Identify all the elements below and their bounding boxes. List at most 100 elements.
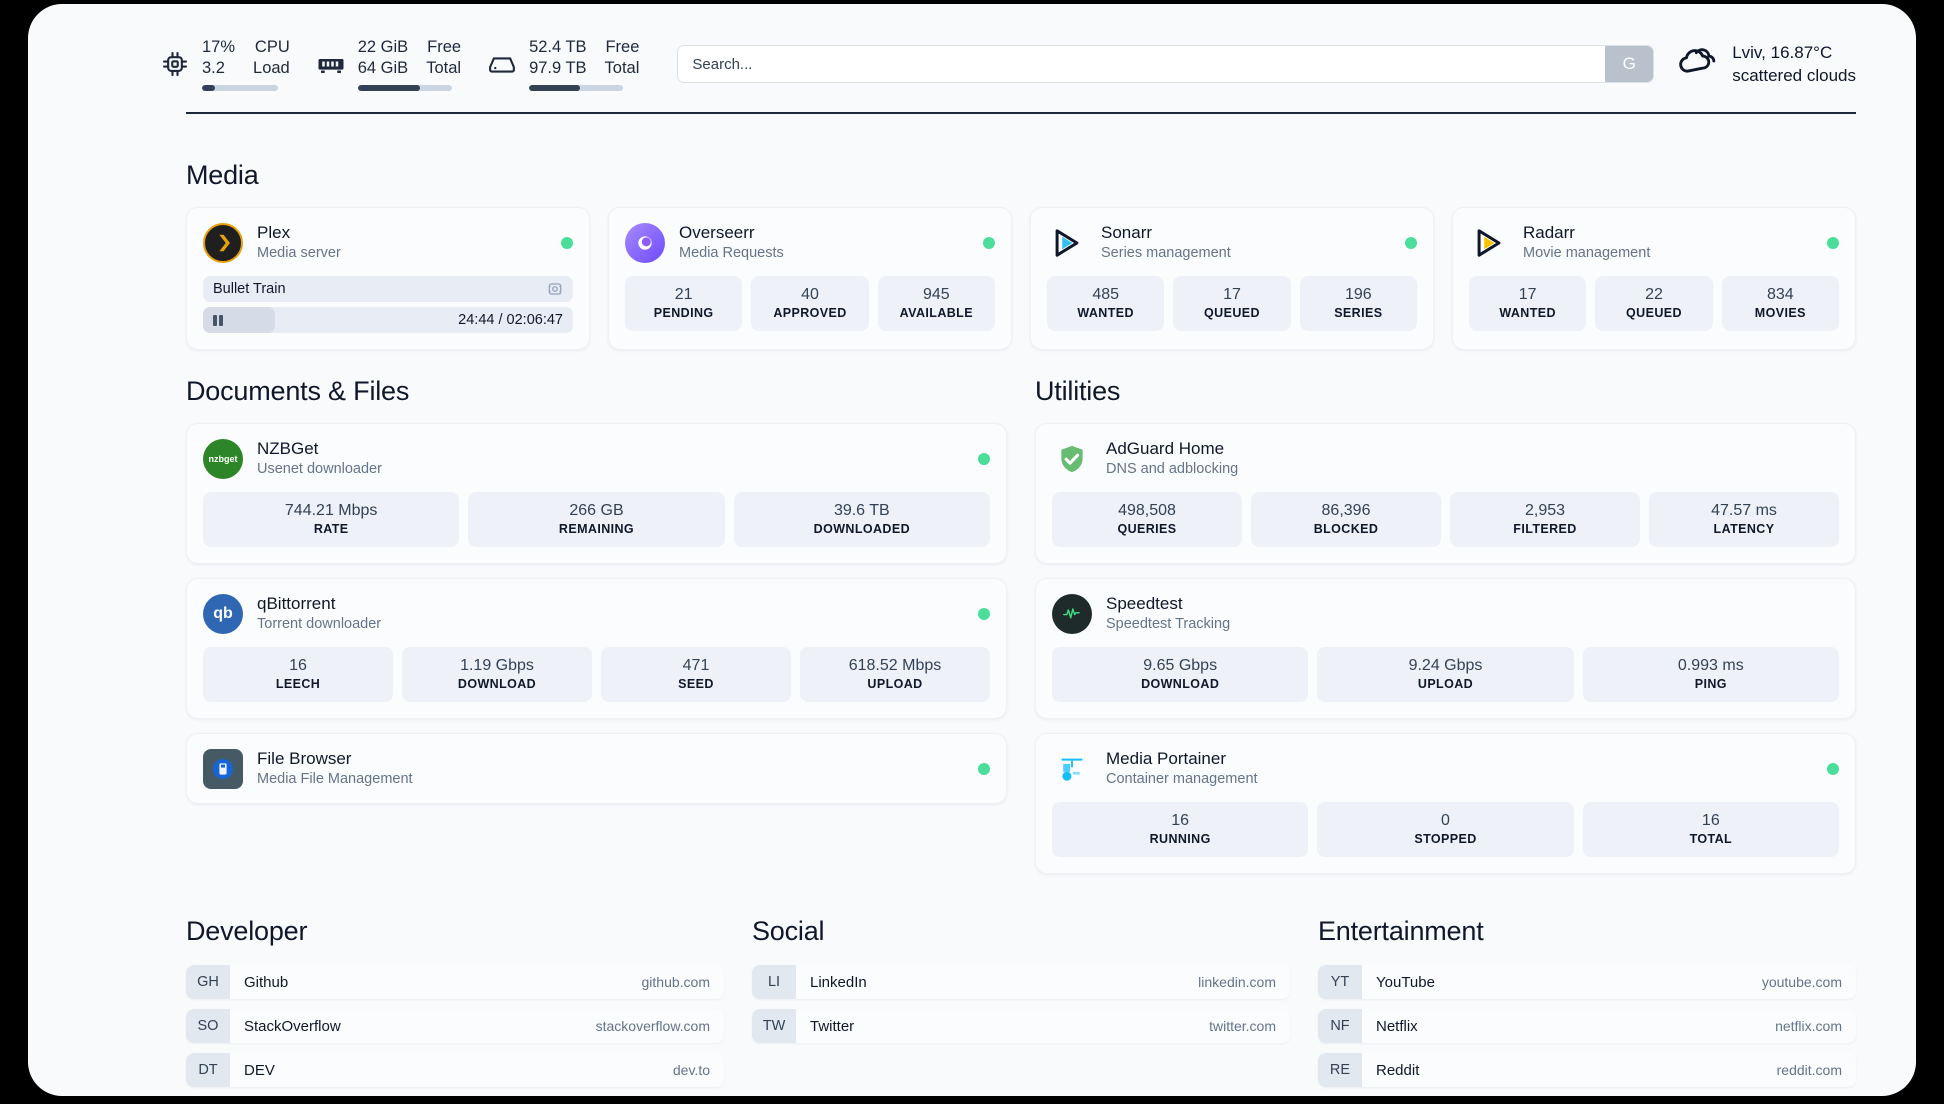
disk-resource-widget: 52.4 TB 97.9 TB Free Total <box>487 37 639 91</box>
service-card-speedtest[interactable]: Speedtest Speedtest Tracking 9.65 Gbps D… <box>1035 578 1856 719</box>
stat-total: 16 TOTAL <box>1582 802 1839 857</box>
stat-label: FILTERED <box>1513 522 1577 536</box>
service-card-filebrowser[interactable]: File Browser Media File Management <box>186 733 1007 804</box>
plex-progress-bar[interactable]: 24:44 / 02:06:47 <box>203 307 573 333</box>
bookmark-dev[interactable]: DT DEV dev.to <box>186 1053 724 1087</box>
plex-now-playing-row[interactable]: Bullet Train <box>203 276 573 302</box>
stat-queries: 498,508 QUERIES <box>1052 492 1242 547</box>
weather-location-temp: Lviv, 16.87°C <box>1732 43 1833 62</box>
bookmark-name: LinkedIn <box>810 973 867 991</box>
service-card-radarr[interactable]: Radarr Movie management 17 WANTED 22 QUE… <box>1452 207 1856 350</box>
stat-value: 9.24 Gbps <box>1408 657 1483 674</box>
search-submit-button[interactable]: G <box>1605 46 1654 82</box>
stat-running: 16 RUNNING <box>1052 802 1309 857</box>
ram-resource-widget: 22 GiB 64 GiB Free Total <box>316 37 461 91</box>
stat-value: 17 <box>1518 286 1537 303</box>
bookmark-url: twitter.com <box>1209 1018 1276 1034</box>
bookmark-twitter[interactable]: TW Twitter twitter.com <box>752 1009 1290 1043</box>
search-input[interactable] <box>678 46 1606 82</box>
cpu-usage-value: 17% <box>202 38 236 56</box>
stat-seed: 471 SEED <box>601 647 791 702</box>
bookmark-youtube[interactable]: YT YouTube youtube.com <box>1318 965 1856 999</box>
stat-download: 1.19 Gbps DOWNLOAD <box>402 647 592 702</box>
ram-usage-bar <box>357 85 452 91</box>
bookmark-url: linkedin.com <box>1198 974 1276 990</box>
stat-approved: 40 APPROVED <box>751 276 869 331</box>
section-title-media: Media <box>186 160 259 190</box>
bookmark-url: github.com <box>641 974 710 990</box>
nzbget-subtitle: Usenet downloader <box>257 461 382 477</box>
service-card-sonarr[interactable]: Sonarr Series management 485 WANTED 17 Q… <box>1030 207 1434 350</box>
service-card-qbittorrent[interactable]: qb qBittorrent Torrent downloader 16 <box>186 578 1007 719</box>
cast-screen-icon[interactable] <box>547 281 563 297</box>
weather-description: scattered clouds <box>1732 66 1856 85</box>
stat-label: UPLOAD <box>867 677 923 691</box>
weather-widget: Lviv, 16.87°C scattered clouds <box>1676 41 1856 87</box>
stat-value: 0.993 ms <box>1677 657 1744 674</box>
bookmark-reddit[interactable]: RE Reddit reddit.com <box>1318 1053 1856 1087</box>
bookmark-abbr: YT <box>1318 965 1362 999</box>
stat-available: 945 AVAILABLE <box>877 276 995 331</box>
nzbget-status-dot <box>978 452 990 465</box>
service-card-nzbget[interactable]: nzbget NZBGet Usenet downloader 744.21 M… <box>186 423 1007 564</box>
nzbget-logo-icon: nzbget <box>203 438 243 479</box>
radarr-logo-icon <box>1469 223 1509 263</box>
filebrowser-subtitle: Media File Management <box>257 771 413 787</box>
stat-downloaded: 39.6 TB DOWNLOADED <box>733 492 990 547</box>
stat-filtered: 2,953 FILTERED <box>1450 492 1640 547</box>
stat-label: MOVIES <box>1754 306 1806 320</box>
portainer-subtitle: Container management <box>1106 771 1258 787</box>
plex-now-playing-title: Bullet Train <box>213 281 286 297</box>
stat-value: 47.57 ms <box>1711 502 1777 519</box>
section-title-documents: Documents & Files <box>186 376 410 406</box>
service-card-overseerr[interactable]: Overseerr Media Requests 21 PENDING 40 A… <box>608 207 1012 350</box>
stat-value: 196 <box>1344 286 1372 303</box>
filebrowser-title: File Browser <box>257 749 352 768</box>
overseerr-subtitle: Media Requests <box>679 245 784 261</box>
disk-free-label: Free <box>605 38 640 56</box>
bookmark-url: netflix.com <box>1775 1018 1842 1034</box>
stat-label: WANTED <box>1499 306 1556 320</box>
disk-free-value: 52.4 TB <box>529 38 587 56</box>
bookmark-url: dev.to <box>672 1062 710 1078</box>
stat-value: 1.19 Gbps <box>460 657 534 674</box>
stat-label: QUEUED <box>1204 306 1260 320</box>
stat-value: 17 <box>1223 286 1241 303</box>
header-divider <box>186 112 1856 114</box>
nzbget-title: NZBGet <box>257 439 319 458</box>
bookmark-netflix[interactable]: NF Netflix netflix.com <box>1318 1009 1856 1043</box>
service-card-adguard[interactable]: AdGuard Home DNS and adblocking 498,508 … <box>1035 423 1856 564</box>
bookmark-stackoverflow[interactable]: SO StackOverflow stackoverflow.com <box>186 1009 724 1043</box>
stat-label: RUNNING <box>1149 832 1211 846</box>
bookmark-github[interactable]: GH Github github.com <box>186 965 724 999</box>
bookmark-linkedin[interactable]: LI LinkedIn linkedin.com <box>752 965 1290 999</box>
search-box[interactable]: G <box>677 45 1655 83</box>
disk-total-value: 97.9 TB <box>529 59 587 77</box>
service-card-portainer[interactable]: Media Portainer Container management 16 … <box>1035 733 1856 874</box>
cpu-usage-label: CPU <box>254 38 290 56</box>
service-card-plex[interactable]: Plex Media server Bullet Train <box>186 207 590 350</box>
overseerr-logo-icon <box>625 222 665 263</box>
bookmark-abbr: LI <box>752 965 796 999</box>
stat-value: 834 <box>1766 286 1794 303</box>
stat-label: PING <box>1694 677 1727 691</box>
stat-label: QUEUED <box>1626 306 1682 320</box>
stat-series: 196 SERIES <box>1299 276 1417 331</box>
media-card-row: Plex Media server Bullet Train <box>186 207 1856 350</box>
pause-icon[interactable] <box>213 314 223 326</box>
adguard-subtitle: DNS and adblocking <box>1106 461 1239 477</box>
portainer-title: Media Portainer <box>1106 749 1227 768</box>
sonarr-status-dot <box>1405 236 1417 249</box>
cpu-usage-bar <box>202 85 278 91</box>
stat-remaining: 266 GB REMAINING <box>468 492 725 547</box>
stat-value: 618.52 Mbps <box>848 657 942 674</box>
search-container: G <box>677 45 1655 83</box>
bookmark-url: youtube.com <box>1761 974 1842 990</box>
ram-icon <box>316 49 346 79</box>
stat-value: 22 <box>1645 286 1663 303</box>
stat-leech: 16 LEECH <box>203 647 393 702</box>
speedtest-logo-icon <box>1052 593 1092 634</box>
plex-status-dot <box>561 236 573 249</box>
stat-label: DOWNLOAD <box>457 677 537 691</box>
disk-total-label: Total <box>604 59 640 77</box>
